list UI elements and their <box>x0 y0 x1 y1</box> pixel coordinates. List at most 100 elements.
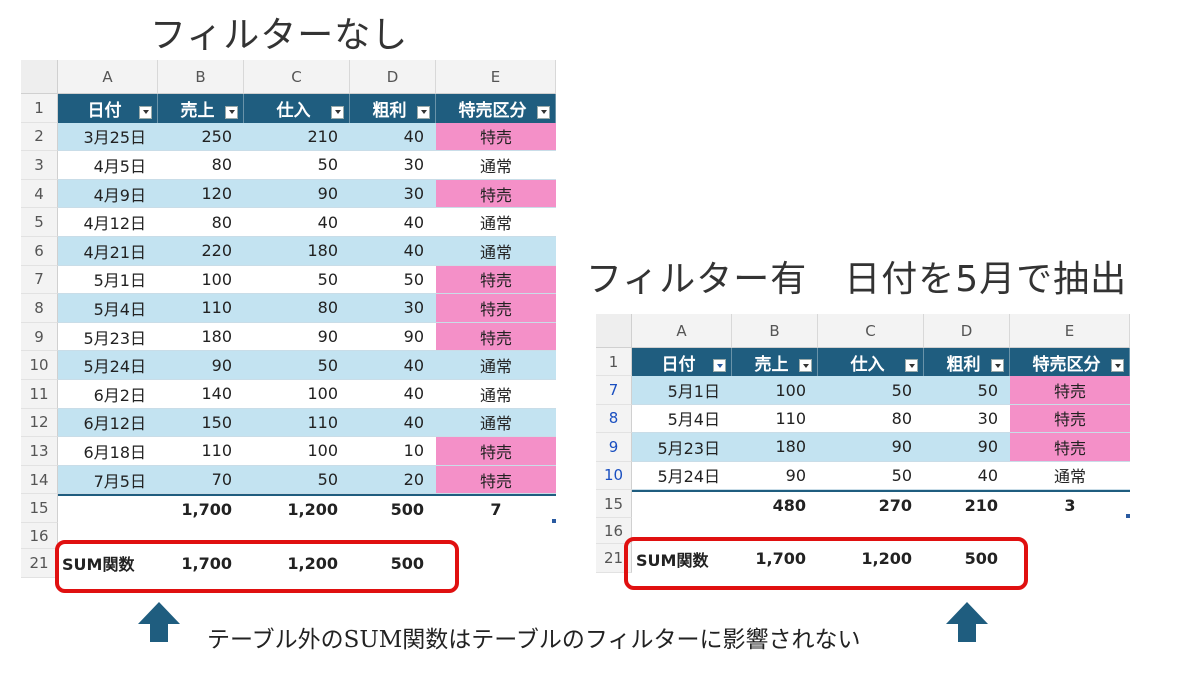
cost-cell[interactable]: 40 <box>244 208 350 237</box>
kubun-cell[interactable]: 特売 <box>1010 404 1130 434</box>
sales-cell[interactable]: 80 <box>158 208 244 237</box>
dropdown-icon[interactable] <box>799 359 812 373</box>
profit-cell[interactable]: 30 <box>924 404 1010 434</box>
profit-cell[interactable]: 30 <box>350 294 436 323</box>
column-header-D[interactable]: D <box>924 314 1010 348</box>
column-header-C[interactable]: C <box>818 314 924 348</box>
row-header[interactable]: 7 <box>596 376 632 405</box>
table-resize-handle[interactable] <box>1126 514 1130 519</box>
kubun-cell[interactable]: 特売 <box>436 122 556 152</box>
select-all-corner[interactable] <box>596 314 632 348</box>
kubun-cell[interactable]: 特売 <box>1010 376 1130 405</box>
cost-cell[interactable]: 50 <box>244 151 350 180</box>
dropdown-icon[interactable] <box>139 105 152 119</box>
row-header[interactable]: 6 <box>21 237 58 266</box>
column-header-B[interactable]: B <box>158 60 244 94</box>
date-cell[interactable]: 5月23日 <box>58 322 158 352</box>
sales-cell[interactable]: 70 <box>158 465 244 495</box>
cost-cell[interactable]: 50 <box>818 461 924 490</box>
kubun-cell[interactable]: 特売 <box>436 294 556 323</box>
sum-label-cell[interactable]: SUM関数 <box>58 549 158 578</box>
total-cost-cell[interactable]: 1,200 <box>244 494 350 523</box>
cost-cell[interactable]: 100 <box>244 380 350 409</box>
dropdown-icon[interactable] <box>225 105 238 119</box>
kubun-cell[interactable]: 特売 <box>436 322 556 352</box>
profit-cell[interactable]: 90 <box>350 322 436 352</box>
sales-cell[interactable]: 100 <box>158 265 244 295</box>
kubun-cell[interactable]: 特売 <box>436 465 556 495</box>
total-cost-cell[interactable]: 270 <box>818 490 924 519</box>
cost-cell[interactable]: 90 <box>244 179 350 209</box>
kubun-cell[interactable]: 特売 <box>1010 433 1130 462</box>
sum-label-cell[interactable]: SUM関数 <box>632 544 732 573</box>
sales-cell[interactable]: 110 <box>732 404 818 434</box>
row-header[interactable]: 15 <box>596 490 632 519</box>
cost-cell[interactable]: 50 <box>244 265 350 295</box>
kubun-cell[interactable]: 通常 <box>1010 461 1130 490</box>
dropdown-icon[interactable] <box>1111 359 1124 373</box>
date-cell[interactable]: 5月23日 <box>632 433 732 462</box>
sales-cell[interactable]: 100 <box>732 376 818 405</box>
column-header-A[interactable]: A <box>58 60 158 94</box>
sales-cell[interactable]: 180 <box>732 433 818 462</box>
dropdown-icon[interactable] <box>991 359 1004 373</box>
cost-cell[interactable]: 50 <box>244 465 350 495</box>
dropdown-icon[interactable] <box>417 105 430 119</box>
date-cell[interactable]: 6月2日 <box>58 380 158 409</box>
row-header[interactable]: 13 <box>21 437 58 466</box>
sales-cell[interactable]: 180 <box>158 322 244 352</box>
select-all-corner[interactable] <box>21 60 58 94</box>
date-cell[interactable]: 3月25日 <box>58 122 158 152</box>
sales-cell[interactable]: 90 <box>732 461 818 490</box>
date-cell[interactable]: 4月21日 <box>58 237 158 266</box>
row-header[interactable]: 2 <box>21 122 58 152</box>
cost-cell[interactable]: 180 <box>244 237 350 266</box>
row-header[interactable]: 8 <box>596 404 632 434</box>
date-cell[interactable]: 5月24日 <box>632 461 732 490</box>
cost-cell[interactable]: 80 <box>244 294 350 323</box>
dropdown-icon[interactable] <box>537 105 550 119</box>
dropdown-icon[interactable] <box>905 359 918 373</box>
sum-sales-cell[interactable]: 1,700 <box>158 549 244 578</box>
profit-cell[interactable]: 40 <box>350 237 436 266</box>
date-cell[interactable]: 6月12日 <box>58 408 158 438</box>
row-header[interactable]: 10 <box>596 461 632 490</box>
cost-cell[interactable]: 90 <box>244 322 350 352</box>
total-count-cell[interactable]: 3 <box>1010 490 1130 519</box>
filter-dropdown-icon[interactable] <box>713 359 726 373</box>
column-header-C[interactable]: C <box>244 60 350 94</box>
date-cell[interactable]: 4月12日 <box>58 208 158 237</box>
row-header[interactable]: 11 <box>21 380 58 409</box>
total-sales-cell[interactable]: 480 <box>732 490 818 519</box>
row-header[interactable]: 3 <box>21 151 58 180</box>
column-header-E[interactable]: E <box>1010 314 1130 348</box>
profit-cell[interactable]: 90 <box>924 433 1010 462</box>
row-header[interactable]: 9 <box>596 433 632 462</box>
date-cell[interactable]: 5月4日 <box>58 294 158 323</box>
column-header-A[interactable]: A <box>632 314 732 348</box>
cost-cell[interactable]: 50 <box>244 351 350 380</box>
column-header-B[interactable]: B <box>732 314 818 348</box>
sales-cell[interactable]: 140 <box>158 380 244 409</box>
profit-cell[interactable]: 50 <box>924 376 1010 405</box>
sales-cell[interactable]: 150 <box>158 408 244 438</box>
date-cell[interactable]: 4月9日 <box>58 179 158 209</box>
row-header[interactable]: 16 <box>21 523 58 549</box>
profit-cell[interactable]: 30 <box>350 179 436 209</box>
cost-cell[interactable]: 100 <box>244 437 350 466</box>
row-header[interactable]: 4 <box>21 179 58 209</box>
profit-cell[interactable]: 40 <box>350 408 436 438</box>
date-cell[interactable]: 5月1日 <box>632 376 732 405</box>
kubun-cell[interactable]: 通常 <box>436 408 556 438</box>
profit-cell[interactable]: 30 <box>350 151 436 180</box>
total-profit-cell[interactable]: 500 <box>350 494 436 523</box>
kubun-cell[interactable]: 特売 <box>436 179 556 209</box>
sales-cell[interactable]: 90 <box>158 351 244 380</box>
cost-cell[interactable]: 80 <box>818 404 924 434</box>
date-cell[interactable]: 5月4日 <box>632 404 732 434</box>
row-header[interactable]: 5 <box>21 208 58 237</box>
date-cell[interactable]: 5月1日 <box>58 265 158 295</box>
sum-sales-cell[interactable]: 1,700 <box>732 544 818 573</box>
sum-cost-cell[interactable]: 1,200 <box>244 549 350 578</box>
kubun-cell[interactable]: 通常 <box>436 237 556 266</box>
